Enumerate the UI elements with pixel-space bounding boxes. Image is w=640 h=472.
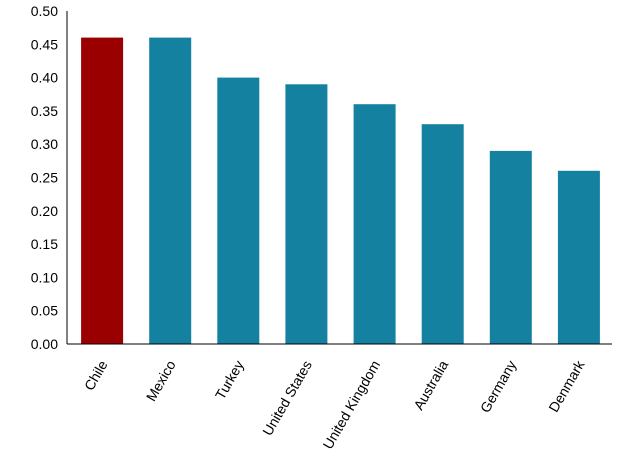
bar-mexico (149, 37, 192, 344)
bars-group (81, 37, 600, 345)
bar-turkey (217, 77, 260, 344)
y-tick-label: 0.50 (31, 3, 58, 19)
x-tick-label: United Kingdom (319, 358, 383, 452)
bar-chile (81, 37, 124, 344)
y-tick-label: 0.45 (31, 36, 58, 52)
y-tick-label: 0.05 (31, 303, 58, 319)
y-tick-label: 0.25 (31, 170, 58, 186)
x-tick-label: Turkey (212, 358, 247, 403)
bar-united-kingdom (353, 104, 396, 344)
bar-germany (489, 150, 532, 344)
x-tick-label: Australia (410, 357, 451, 412)
y-tick-label: 0.40 (31, 70, 58, 86)
x-tick-label: Chile (81, 357, 111, 393)
x-tick-label: United States (259, 358, 315, 439)
y-axis-ticks: 0.00 0.05 0.10 0.15 0.20 0.25 0.30 0.35 0.40 0.45… (31, 3, 58, 352)
y-tick-label: 0.35 (31, 103, 58, 119)
x-axis-labels: Chile Mexico Turkey United States United Kin… (81, 357, 588, 452)
y-tick-label: 0.10 (31, 269, 58, 285)
x-tick-label: Denmark (545, 357, 588, 415)
y-tick-label: 0.20 (31, 203, 58, 219)
bar-united-states (285, 84, 328, 345)
y-tick-label: 0.30 (31, 136, 58, 152)
y-tick-label: 0.00 (31, 336, 58, 352)
x-tick-label: Germany (477, 358, 520, 416)
bar-denmark (557, 170, 600, 344)
bar-australia (421, 124, 464, 344)
x-tick-label: Mexico (143, 357, 179, 404)
y-tick-label: 0.15 (31, 236, 58, 252)
